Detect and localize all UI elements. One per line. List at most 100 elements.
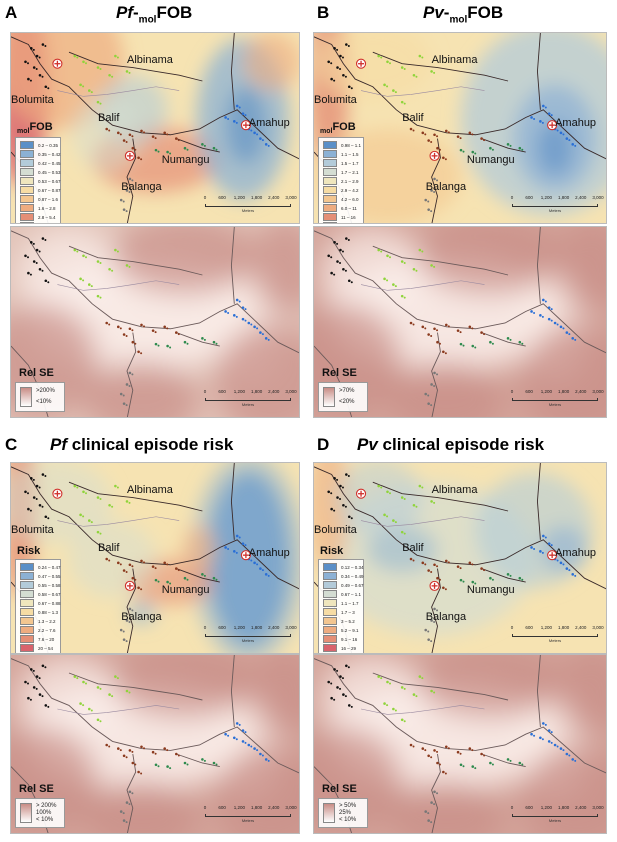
legend-item: 0.67 – 0.88 [20,599,61,607]
legend-label: 0.67 – 0.87 [38,187,61,193]
scale-units: Meters [548,818,562,823]
place-label-amahup: Amahup [248,117,290,130]
standard-error-map[interactable]: Rel SE >70% <20% 0 600 1,200 1,800 2,400 3,000 Me… [313,226,607,418]
legend-swatch [323,186,337,194]
scale-tick-label: 0 [203,195,207,200]
place-label-albinama: Albinama [127,54,173,67]
legend-swatch [323,563,337,571]
se-legend: > 50% 25% < 10% [318,798,368,828]
se-gradient-swatch [323,803,335,823]
legend-item: 1.7 – 3 [323,608,359,616]
title-species: Pf [50,435,67,454]
legend-item: 0.87 – 1.6 [20,195,59,203]
standard-error-map[interactable]: Rel SE > 200% 100% < 10% 0 600 1,200 1,800 2,400… [10,654,300,834]
legend-label: 0.12 – 0.34 [341,564,364,570]
place-label-balif: Balif [98,111,120,124]
legend-swatch [20,213,34,221]
se-legend: >200% <10% [15,382,65,412]
scale-tick-label: 600 [525,389,533,394]
standard-error-map[interactable]: Rel SE > 50% 25% < 10% 0 600 1,200 1,800 2,400 3,… [313,654,607,834]
health-facility-icon [355,488,367,499]
scale-tick-label: 1,800 [250,625,263,630]
standard-error-map[interactable]: Rel SE >200% <10% 0 600 1,200 1,800 2,400 3,000 M… [10,226,300,418]
scale-tick-label: 1,200 [540,389,553,394]
legend-swatch [323,177,337,185]
place-label-bolumita: Bolumita [11,94,54,107]
legend-label: 0.58 – 0.67 [38,591,61,597]
place-label-balanga: Balanga [121,180,162,193]
legend-label: 2.9 – 4.2 [341,187,359,193]
health-facility-icon [240,550,251,561]
scale-tick-label: 1,800 [557,625,570,630]
legend-label: 16 – 21 [341,224,356,225]
legend-item: 3 – 5.2 [323,617,359,625]
scale-units: Meters [241,208,255,213]
title-species: Pf [116,3,133,22]
legend-item: 2.8 – 5.4 [20,213,56,221]
se-legend-title: Rel SE [322,783,357,795]
legend: 0.98 – 1.1 1.1 – 1.5 1.5 – 1.7 1.7 – 2.1 2.1… [318,137,364,225]
legend-title: Risk [320,545,344,557]
scale-tick-label: 2,400 [268,625,280,630]
risk-map[interactable]: Albinama Bolumita Balif Amahup Numangu Balang… [10,462,300,654]
se-legend-label: >200% [36,388,55,394]
legend-swatch [323,635,337,643]
legend-label: 0.42 – 0.45 [38,160,61,166]
legend-label: 0.24 – 0.47 [38,564,61,570]
legend-label: 4.2 – 6.0 [341,196,359,202]
risk-map[interactable]: Albinama Bolumita Balif Amahup Numangu Balang… [313,462,607,654]
legend-swatch [323,204,337,212]
legend-label: 0.98 – 1.1 [341,142,362,148]
title-species: Pv [357,435,378,454]
place-label-amahup: Amahup [555,547,597,560]
scale-tick-label: 0 [510,389,514,394]
legend-swatch [20,159,34,167]
place-label-balif: Balif [98,541,120,554]
prevalence-map[interactable]: Albinama Bolumita Balif Amahup Numangu Balang… [10,32,300,224]
scale-tick-label: 600 [218,195,226,200]
scale-bar: 0 600 1,200 1,800 2,400 3,000 Meters [203,195,297,217]
place-label-numangu: Numangu [161,153,210,166]
health-facility-icon [429,150,440,161]
legend-label: 11 – 16 [341,214,356,220]
legend-label: 2.1 – 2.9 [341,178,359,184]
place-label-bolumita: Bolumita [314,524,357,537]
scale-tick-label: 3,000 [592,195,604,200]
se-gradient-swatch [323,387,335,407]
legend: 0.24 – 0.47 0.47 – 0.55 0.55 – 0.58 0.58 – … [15,559,61,653]
legend-label: 0.87 – 1.6 [38,196,59,202]
prevalence-map[interactable]: Albinama Bolumita Balif Amahup Numangu Balang… [313,32,607,224]
legend-label: 0.34 – 0.49 [341,573,364,579]
legend-item: 0.34 – 0.49 [323,572,364,580]
legend-label: 1.7 – 3 [341,609,355,615]
scale-units: Meters [548,208,562,213]
se-legend-label: <10% [36,399,52,405]
scale-tick-label: 3,000 [285,389,297,394]
legend-swatch [20,626,34,634]
legend-item: 0.24 – 0.47 [20,563,61,571]
se-legend-title: Rel SE [322,367,357,379]
scale-tick-label: 1,200 [233,625,246,630]
legend-label: 1.1 – 1.5 [341,151,359,157]
legend: 0.2 – 0.35 0.35 – 0.42 0.42 – 0.45 0.45 – 0… [15,137,61,223]
legend-swatch [323,213,337,221]
legend-swatch [323,159,337,167]
legend-swatch [20,195,34,203]
se-legend-label: 25% [339,810,352,816]
legend-swatch [323,572,337,580]
health-facility-icon [124,150,135,161]
legend-label: 1.3 – 2.2 [38,618,56,624]
se-legend-label: 100% [36,810,52,816]
se-legend-title: Rel SE [19,367,54,379]
panel-letter: D [317,435,330,454]
se-legend-label: > 200% [36,803,57,809]
panel-letter: C [5,435,18,454]
legend-item: 0.67 – 1.1 [323,590,361,598]
legend-item: 16 – 21 [323,222,359,225]
panel-title: Pf clinical episode risk [50,435,234,454]
scale-units: Meters [548,638,562,643]
legend-item: 1.1 – 1.5 [323,150,359,158]
legend-item: 2.2 – 7.6 [20,626,56,634]
scale-tick-label: 3,000 [592,805,604,810]
legend-item: 2.9 – 4.2 [323,186,359,194]
